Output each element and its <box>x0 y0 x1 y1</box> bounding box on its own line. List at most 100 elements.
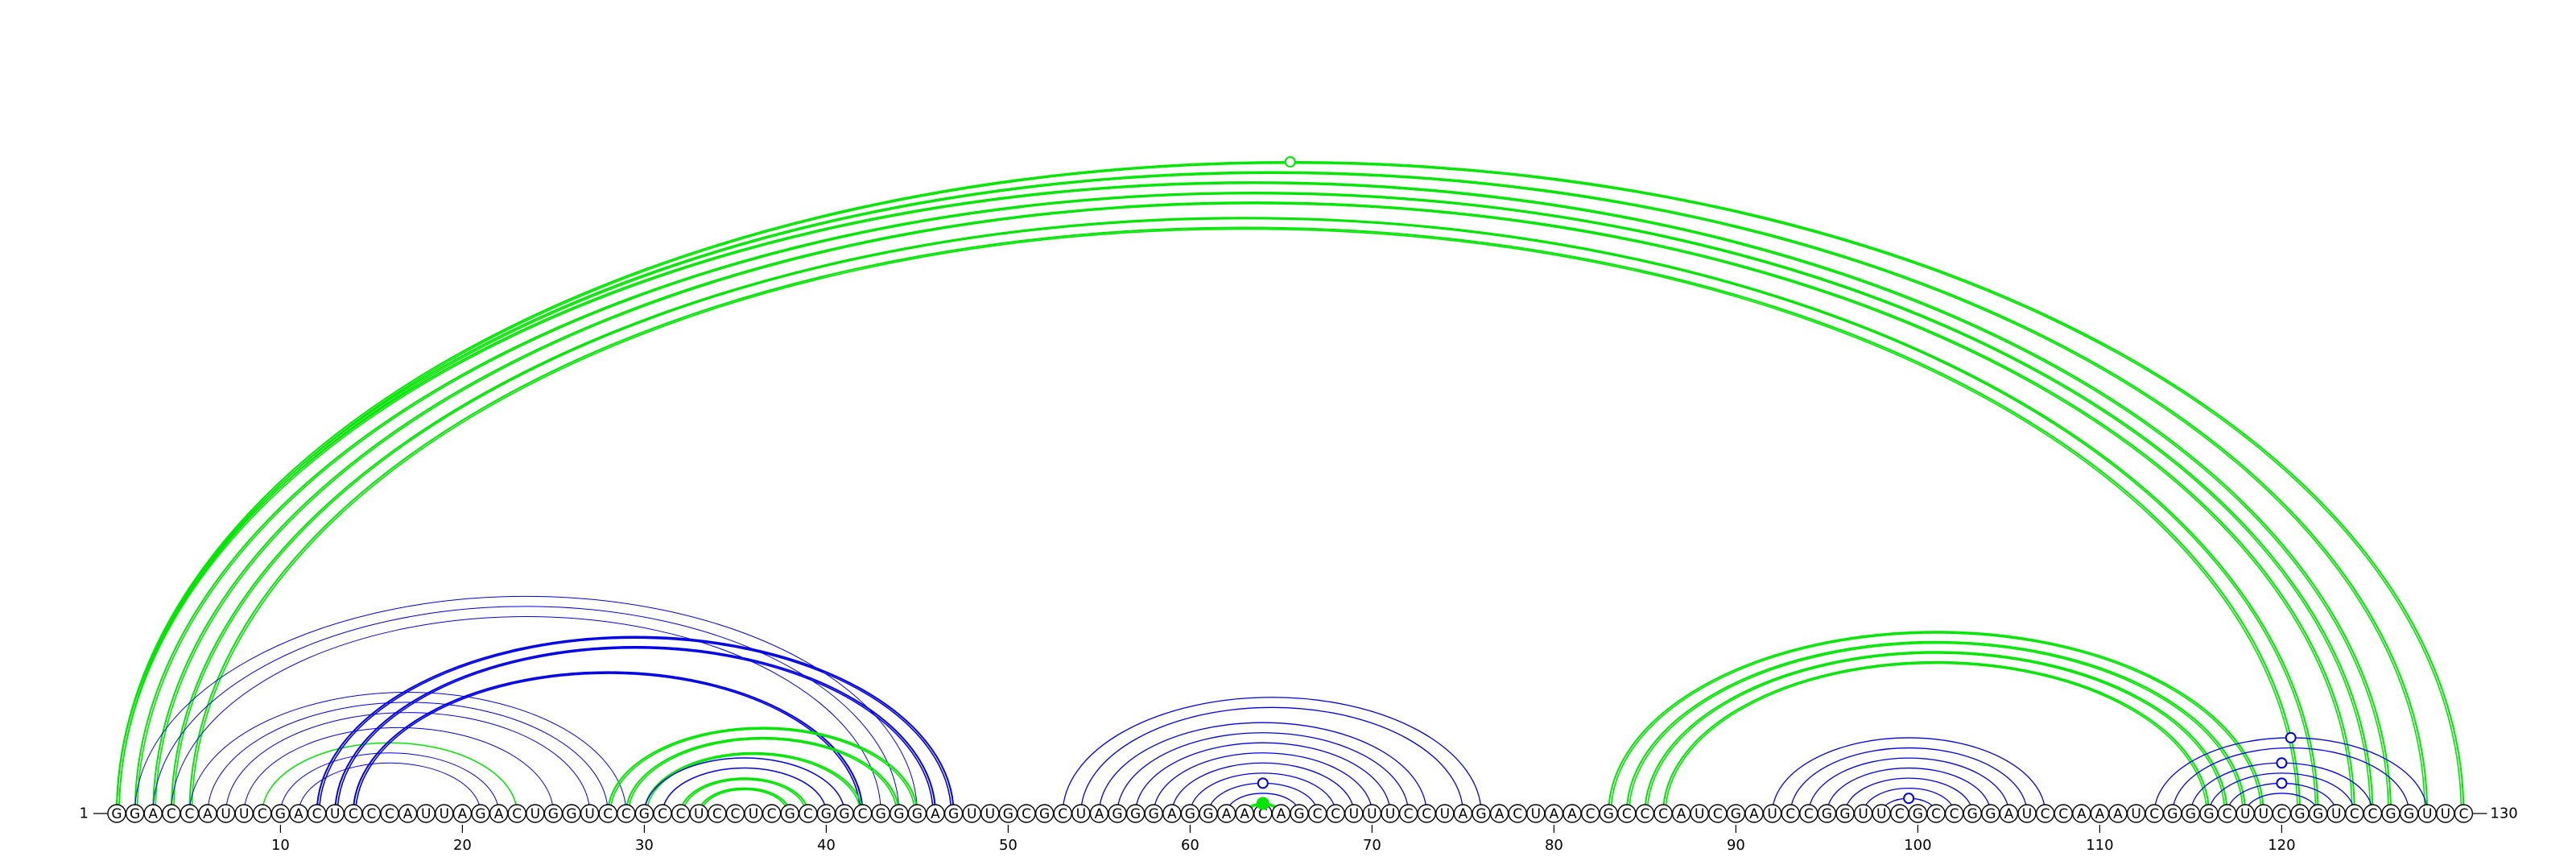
nucleotide-letter: C <box>184 806 194 822</box>
nucleotide-letter: C <box>1313 806 1323 822</box>
base-pair-arc-8-25 <box>243 727 554 814</box>
nucleotide-letter: A <box>458 806 468 822</box>
nucleotide-32: C <box>671 804 691 823</box>
nucleotide-letter: A <box>1567 806 1577 822</box>
nucleotide-104: G <box>1981 804 2000 823</box>
nucleotide-letter: G <box>548 806 559 822</box>
base-pair-arc-2-125 <box>134 191 2374 814</box>
nucleotide-31: C <box>653 804 672 823</box>
nucleotide-84: C <box>1617 804 1637 823</box>
base-pair-arc-92-107 <box>1771 737 2046 814</box>
nucleotide-letter: A <box>203 806 213 822</box>
nucleotide-8: U <box>234 804 254 823</box>
nucleotide-letter: C <box>366 806 376 822</box>
nucleotide-letter: C <box>1258 806 1268 822</box>
nucleotide-111: A <box>2108 804 2128 823</box>
nucleotide-letter: A <box>294 806 303 822</box>
nucleotide-48: U <box>962 804 981 823</box>
nucleotide-96: G <box>1835 804 1855 823</box>
nucleotide-letter: C <box>2368 806 2377 822</box>
nucleotide-letter: G <box>894 806 904 822</box>
nucleotide-2: G <box>125 804 145 823</box>
base-pair-arc-58-70 <box>1153 752 1373 814</box>
nucleotide-letter: C <box>712 806 722 822</box>
nucleotide-letter: A <box>148 806 158 822</box>
base-pair-arc-2-45 <box>134 595 918 814</box>
nucleotide-letter: G <box>1731 806 1741 822</box>
nucleotide-7: U <box>216 804 236 823</box>
nucleotide-letter: G <box>1294 806 1304 822</box>
nucleotide-43: G <box>871 804 890 823</box>
nucleotide-9: C <box>253 804 272 823</box>
nucleotide-20: A <box>452 804 473 823</box>
nucleotide-letter: A <box>1550 806 1559 822</box>
nucleotide-37: C <box>762 804 782 823</box>
nucleotide-letter: G <box>111 806 122 822</box>
nucleotide-letter: G <box>1839 806 1850 822</box>
nucleotide-22: A <box>489 804 509 823</box>
base-pair-arc-inner-5-121 <box>191 228 2298 814</box>
nucleotide-82: C <box>1580 804 1600 823</box>
nucleotide-75: A <box>1453 804 1473 823</box>
nucleotide-letter: C <box>730 806 740 822</box>
nucleotide-114: G <box>2163 804 2182 823</box>
nucleotide-127: G <box>2399 804 2419 823</box>
base-pair-arc-inner-29-44 <box>628 738 898 814</box>
nucleotide-71: U <box>1381 804 1400 823</box>
tick-label-60: 60 <box>1181 837 1199 854</box>
nucleotide-128: U <box>2417 804 2437 823</box>
nucleotide-13: U <box>325 804 345 823</box>
nucleotide-letter: U <box>1695 806 1704 822</box>
nucleotide-21: G <box>471 804 490 823</box>
nucleotide-103: G <box>1963 804 1982 823</box>
nucleotide-letter: C <box>1713 806 1723 822</box>
nucleotide-letter: C <box>1785 806 1795 822</box>
nucleotide-93: C <box>1781 804 1800 823</box>
nucleotide-57: G <box>1125 804 1146 823</box>
nucleotide-letter: U <box>1349 806 1359 822</box>
base-pair-arc-inner-4-122 <box>173 217 2317 814</box>
nucleotide-letter: U <box>2331 806 2341 822</box>
arc-apex-marker-63-65 <box>1256 797 1269 810</box>
nucleotide-letter: U <box>1876 806 1886 822</box>
nucleotide-letter: U <box>2259 806 2268 822</box>
nucleotide-53: C <box>1053 804 1072 823</box>
nucleotide-88: U <box>1690 804 1709 823</box>
nucleotide-letter: U <box>1385 806 1395 822</box>
nucleotide-letter: G <box>2203 806 2214 822</box>
nucleotide-letter: G <box>2313 806 2323 822</box>
nucleotide-letter: C <box>621 806 631 822</box>
nucleotide-33: U <box>689 804 708 823</box>
base-pair-arc-96-103 <box>1844 777 1973 814</box>
nucleotide-circle <box>2454 804 2474 823</box>
nucleotide-12: C <box>307 804 327 823</box>
arc-apex-marker-117-123 <box>2276 777 2288 789</box>
base-pair-arc-29-44 <box>625 736 900 814</box>
nucleotide-34: C <box>708 804 727 823</box>
nucleotide-18: U <box>416 804 436 823</box>
nucleotide-112: U <box>2126 804 2146 823</box>
nucleotide-letter: U <box>967 806 976 822</box>
nucleotide-42: C <box>852 804 873 823</box>
nucleotide-19: U <box>435 804 454 823</box>
nucleotide-letter: A <box>2077 806 2087 822</box>
nucleotide-letter: G <box>1985 806 1996 822</box>
tick-label-70: 70 <box>1363 837 1381 854</box>
nucleotide-letter: C <box>858 806 868 822</box>
nucleotide-45: G <box>907 804 927 823</box>
nucleotide-letter: C <box>2223 806 2232 822</box>
nucleotide-letter: A <box>1749 806 1759 822</box>
nucleotide-letter: G <box>1130 806 1141 822</box>
nucleotide-letter: A <box>2095 806 2105 822</box>
nucleotide-108: C <box>2054 804 2073 823</box>
base-pair-arc-inner-13-46 <box>336 647 934 814</box>
nucleotide-129: U <box>2436 804 2455 823</box>
nucleotide-letter: U <box>1858 806 1868 822</box>
nucleotide-letter: C <box>2458 806 2468 822</box>
nucleotide-73: C <box>1417 804 1436 823</box>
nucleotide-110: A <box>2090 804 2110 823</box>
nucleotide-letter: U <box>985 806 995 822</box>
nucleotide-118: U <box>2235 804 2255 823</box>
nucleotide-letter: C <box>312 806 322 822</box>
nucleotide-89: C <box>1708 804 1728 823</box>
